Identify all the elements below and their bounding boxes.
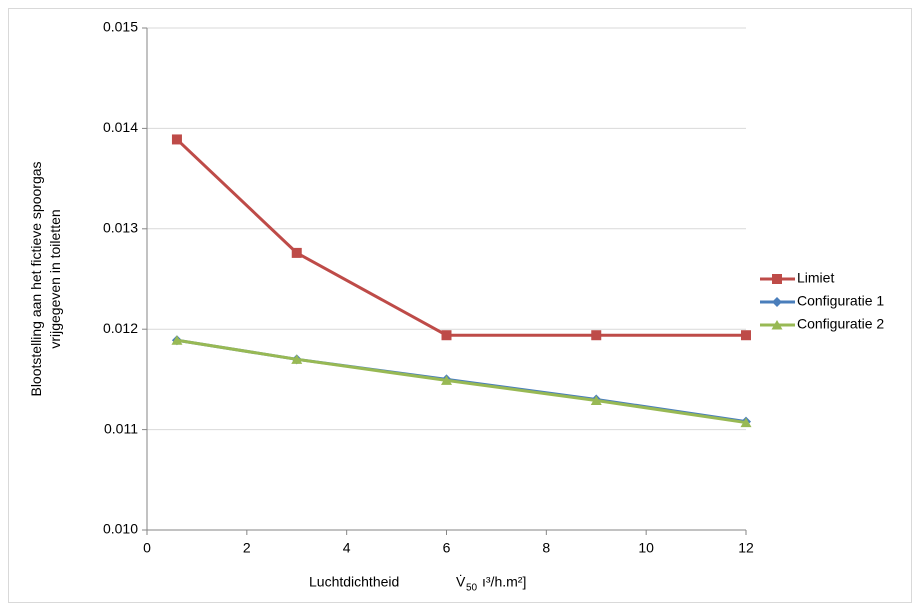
legend-marker xyxy=(772,274,782,284)
y-tick-label: 0.013 xyxy=(103,220,138,236)
chart-frame xyxy=(8,8,912,603)
x-axis-title: Luchtdichtheid xyxy=(309,574,399,590)
x-tick-label: 12 xyxy=(738,540,754,556)
x-tick-label: 10 xyxy=(638,540,654,556)
marker xyxy=(291,247,302,258)
x-tick-label: 2 xyxy=(243,540,251,556)
x-axis-unit: ı³/h.m²] xyxy=(482,574,526,590)
marker xyxy=(591,330,602,341)
legend-label: Configuratie 2 xyxy=(797,316,884,332)
marker xyxy=(171,134,182,145)
x-tick-label: 0 xyxy=(143,540,151,556)
y-axis-title-line: Blootstelling aan het fictieve spoorgas xyxy=(28,161,44,396)
marker xyxy=(441,375,452,385)
marker xyxy=(441,330,452,341)
legend-label: Limiet xyxy=(797,270,834,286)
y-axis-title: Blootstelling aan het fictieve spoorgas v… xyxy=(28,161,63,396)
x-tick-label: 4 xyxy=(343,540,351,556)
y-tick-label: 0.015 xyxy=(103,19,138,35)
legend-label: Configuratie 1 xyxy=(797,293,884,309)
legend-marker xyxy=(772,297,782,307)
y-axis-title-line: vrijgegeven in toiletten xyxy=(47,209,63,348)
x-axis-subscript: 50 xyxy=(466,583,478,594)
x-tick-label: 6 xyxy=(443,540,451,556)
y-tick-label: 0.014 xyxy=(103,119,138,135)
y-tick-label: 0.010 xyxy=(103,521,138,537)
marker xyxy=(741,330,751,341)
y-tick-label: 0.011 xyxy=(104,420,138,436)
marker xyxy=(291,354,303,364)
x-axis-symbol: V̇ xyxy=(456,574,466,590)
legend-marker xyxy=(771,320,783,330)
marker xyxy=(590,395,602,405)
marker xyxy=(740,417,752,428)
y-tick-label: 0.012 xyxy=(103,320,138,336)
marker xyxy=(171,335,183,345)
x-tick-label: 8 xyxy=(542,540,550,556)
